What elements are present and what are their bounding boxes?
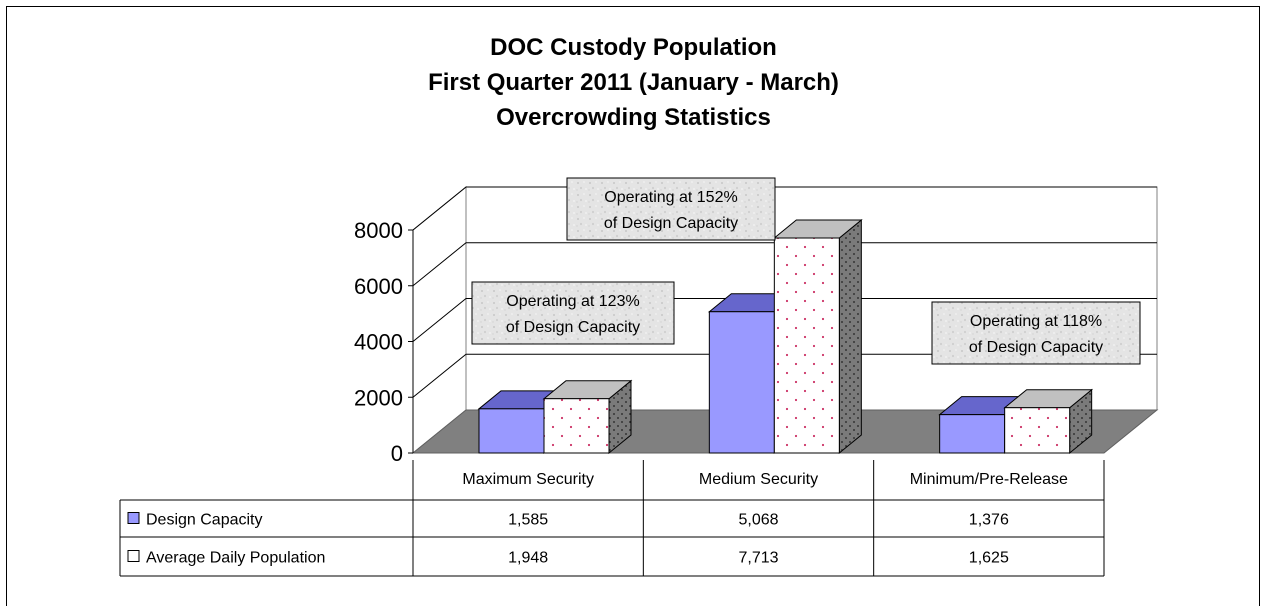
- annotation-text: Operating at 152%: [604, 189, 737, 206]
- table-value: 5,068: [738, 512, 778, 529]
- y-tick-label: 6000: [354, 274, 403, 299]
- bar-front: [1004, 407, 1071, 454]
- bar-average-daily-population: [772, 218, 863, 455]
- title-line-2: First Quarter 2011 (January - March): [428, 69, 839, 96]
- bar-front: [543, 398, 610, 454]
- bar-front: [708, 311, 775, 454]
- annotation-callout: Operating at 152% of Design Capacity: [566, 177, 776, 241]
- gridline: [412, 242, 1157, 287]
- y-tick-label: 0: [391, 441, 403, 466]
- annotation-box: [566, 177, 776, 241]
- table-value: 1,625: [969, 550, 1009, 567]
- table-value: 1,948: [508, 550, 548, 567]
- bar-front: [478, 408, 545, 454]
- y-tick-label: 8000: [354, 218, 403, 243]
- annotation-callout: Operating at 118% of Design Capacity: [931, 301, 1141, 365]
- legend-swatch: [127, 512, 140, 524]
- annotation-text: of Design Capacity: [604, 215, 738, 232]
- annotation-box: [471, 281, 675, 345]
- x-category-label: Medium Security: [699, 471, 818, 488]
- bar-average-daily-population: [542, 379, 633, 455]
- title-line-1: DOC Custody Population: [490, 34, 777, 61]
- annotation-text: Operating at 123%: [506, 293, 639, 310]
- x-category-label: Minimum/Pre-Release: [910, 471, 1068, 488]
- annotations: Operating at 123%of Design CapacityOpera…: [471, 177, 1141, 365]
- annotation-callout: Operating at 123% of Design Capacity: [471, 281, 675, 345]
- chart-frame: [6, 6, 1260, 606]
- gridline: [412, 353, 1157, 398]
- y-tick-label: 2000: [354, 385, 403, 410]
- gridline: [412, 186, 1157, 231]
- annotation-text: Operating at 118%: [970, 313, 1102, 330]
- y-tick-label: 4000: [354, 330, 403, 355]
- y-axis: 0 2000 4000 6000 8000: [354, 218, 414, 466]
- title-line-3: Overcrowding Statistics: [496, 104, 771, 131]
- bar-front: [773, 237, 840, 454]
- x-category-label: Maximum Security: [462, 471, 594, 488]
- legend-swatch: [127, 550, 140, 562]
- annotation-box: [931, 301, 1141, 365]
- bar-chart-3d: 0 2000 4000 6000 8000 Operating at 123% of De…: [119, 177, 1159, 577]
- bars: [477, 218, 1094, 455]
- legend-label: Design Capacity: [146, 512, 263, 529]
- annotation-text: of Design Capacity: [969, 339, 1103, 356]
- bar-front: [939, 414, 1006, 454]
- legend-label: Average Daily Population: [146, 550, 325, 567]
- data-table: Maximum Security Medium Security Minimum/P…: [119, 460, 1105, 577]
- table-value: 7,713: [738, 550, 778, 567]
- gridline: [412, 298, 1157, 342]
- bar-average-daily-population: [1003, 388, 1094, 455]
- chart-title: DOC Custody Population First Quarter 201…: [0, 30, 1267, 135]
- table-value: 1,585: [508, 512, 548, 529]
- bar-side: [838, 218, 862, 455]
- table-value: 1,376: [969, 512, 1009, 529]
- annotation-text: of Design Capacity: [506, 319, 640, 336]
